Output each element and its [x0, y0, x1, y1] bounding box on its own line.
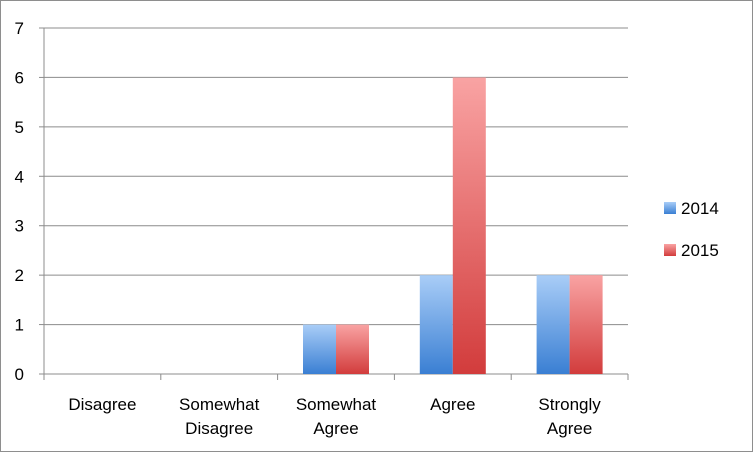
x-category-label: Strongly: [538, 395, 601, 414]
y-tick-label: 4: [15, 167, 24, 186]
legend-swatch-2015: [664, 244, 676, 256]
x-category-label: Agree: [547, 419, 592, 438]
y-tick-label: 5: [15, 118, 24, 137]
y-tick-label: 3: [15, 217, 24, 236]
y-tick-label: 0: [15, 365, 24, 384]
bar-2014-somewhat-agree: [303, 324, 336, 374]
bars: [303, 77, 603, 374]
y-tick-label: 6: [15, 68, 24, 87]
x-category-label: Disagree: [68, 395, 136, 414]
bar-2015-strongly-agree: [569, 275, 603, 374]
y-tick-label: 7: [15, 19, 24, 38]
x-category-label: Somewhat: [179, 395, 260, 414]
y-tick-labels: 0 1 2 3 4 5 6 7: [15, 19, 24, 384]
legend: 2014 2015: [664, 199, 719, 260]
y-tick-label: 1: [15, 316, 24, 335]
bar-2014-agree: [419, 275, 453, 374]
x-category-label: Agree: [430, 395, 475, 414]
legend-swatch-2014: [664, 202, 676, 214]
legend-label-2015: 2015: [681, 241, 719, 260]
x-category-label: Disagree: [185, 419, 253, 438]
bar-2015-agree: [452, 77, 486, 374]
x-category-label: Agree: [313, 419, 358, 438]
bar-2015-somewhat-agree: [336, 324, 369, 374]
bar-2014-strongly-agree: [536, 275, 570, 374]
legend-label-2014: 2014: [681, 199, 719, 218]
x-category-labels: Disagree Somewhat Disagree Somewhat Agree Agr…: [68, 395, 601, 438]
gridlines: [44, 27, 628, 326]
y-tick-label: 2: [15, 266, 24, 285]
x-category-label: Somewhat: [296, 395, 377, 414]
